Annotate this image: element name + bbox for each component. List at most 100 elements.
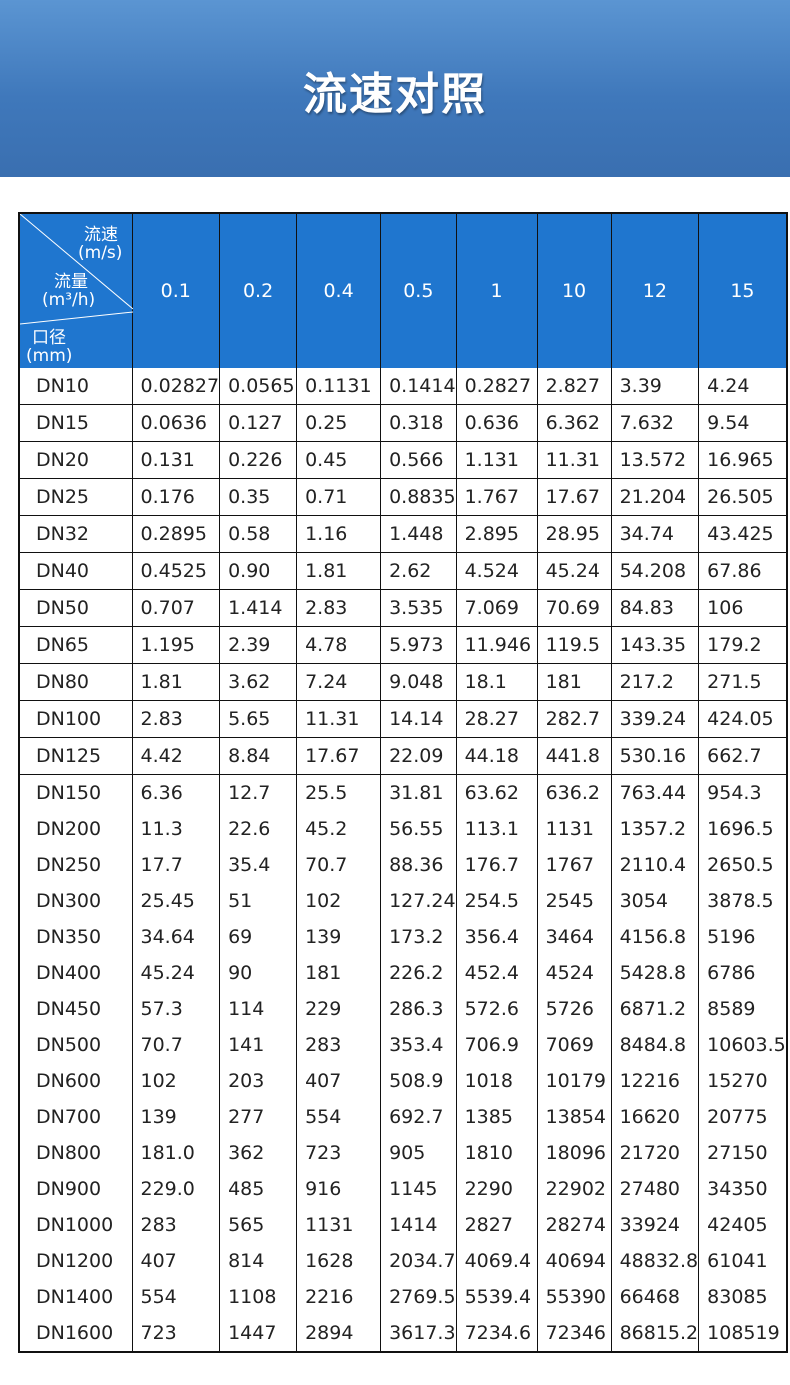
flow-cell: 5726 xyxy=(536,991,612,1027)
flow-cell: 1131 xyxy=(536,811,612,847)
flow-cell: 16620 xyxy=(610,1099,699,1135)
flow-cell: 7.069 xyxy=(455,589,538,627)
flow-cell: 0.176 xyxy=(131,478,220,516)
flow-cell: 88.36 xyxy=(380,847,457,883)
flow-cell: 4524 xyxy=(536,955,612,991)
flow-cell: 12.7 xyxy=(219,774,297,811)
flow-cell: 90 xyxy=(219,955,297,991)
flow-cell: 25.5 xyxy=(296,774,381,811)
flow-cell: 4.524 xyxy=(455,552,538,590)
flow-cell: 271.5 xyxy=(698,663,787,701)
flow-cell: 572.6 xyxy=(455,991,538,1027)
flow-cell: 565 xyxy=(219,1207,297,1243)
flow-velocity-table: 流速 (m/s) 流量 (m³/h) 口径 (mm) 0.1 0.2 0.4 0.5 1… xyxy=(18,212,788,1353)
flow-cell: 286.3 xyxy=(380,991,457,1027)
flow-cell: 1357.2 xyxy=(610,811,699,847)
flow-cell: 0.71 xyxy=(296,478,381,516)
flow-cell: 7234.6 xyxy=(455,1315,538,1352)
diameter-cell: DN25 xyxy=(19,478,132,516)
flow-cell: 6871.2 xyxy=(610,991,699,1027)
table-row: DN20 0.131 0.226 0.45 0.566 1.131 11.31 13.572 1… xyxy=(19,441,787,479)
flow-cell: 28.27 xyxy=(455,700,538,738)
flow-cell: 84.83 xyxy=(610,589,699,627)
flow-cell: 2545 xyxy=(536,883,612,919)
flow-cell: 0.127 xyxy=(219,404,297,442)
flow-cell: 2827 xyxy=(455,1207,538,1243)
flow-cell: 45.24 xyxy=(131,955,220,991)
flow-cell: 3878.5 xyxy=(698,883,787,919)
diameter-unit: (mm) xyxy=(26,346,73,366)
flow-cell: 69 xyxy=(219,919,297,955)
flow-cell: 127.24 xyxy=(380,883,457,919)
flow-cell: 0.566 xyxy=(380,441,457,479)
flow-cell: 10603.5 xyxy=(698,1027,787,1063)
table-row: DN900 229.0 485 916 1145 2290 22902 27480 34350 xyxy=(19,1171,787,1207)
flow-cell: 63.62 xyxy=(455,774,538,811)
table-row: DN1400 554 1108 2216 2769.5 5539.4 55390 66468 8… xyxy=(19,1279,787,1315)
flow-cell: 14.14 xyxy=(380,700,457,738)
flow-cell: 1447 xyxy=(219,1315,297,1352)
flow-cell: 0.2827 xyxy=(455,368,538,405)
flow-cell: 3054 xyxy=(610,883,699,919)
table-row: DN200 11.3 22.6 45.2 56.55 113.1 1131 1357.2 169… xyxy=(19,811,787,847)
diameter-label: 口径 xyxy=(32,328,66,348)
column-header-velocity: 12 xyxy=(610,213,699,368)
flow-cell: 3.62 xyxy=(219,663,297,701)
flow-cell: 530.16 xyxy=(610,737,699,775)
flow-cell: 2650.5 xyxy=(698,847,787,883)
flow-cell: 1018 xyxy=(455,1063,538,1099)
flow-cell: 8484.8 xyxy=(610,1027,699,1063)
table-row: DN800 181.0 362 723 905 1810 18096 21720 27150 xyxy=(19,1135,787,1171)
flow-cell: 229.0 xyxy=(131,1171,220,1207)
flow-cell: 2.62 xyxy=(380,552,457,590)
flow-cell: 226.2 xyxy=(380,955,457,991)
flow-cell: 4.42 xyxy=(131,737,220,775)
diameter-cell: DN10 xyxy=(19,368,132,405)
flow-cell: 0.1414 xyxy=(380,368,457,405)
flow-cell: 662.7 xyxy=(698,737,787,775)
flow-cell: 905 xyxy=(380,1135,457,1171)
diameter-cell: DN500 xyxy=(36,1034,102,1056)
diameter-cell: DN250 xyxy=(36,854,102,876)
flow-cell: 11.31 xyxy=(536,441,612,479)
flow-cell: 27480 xyxy=(610,1171,699,1207)
flow-cell: 0.2895 xyxy=(131,515,220,553)
flow-cell: 21.204 xyxy=(610,478,699,516)
diameter-cell: DN20 xyxy=(19,441,132,479)
flow-cell: 0.0636 xyxy=(131,404,220,442)
flow-cell: 0.636 xyxy=(455,404,538,442)
flow-cell: 2216 xyxy=(296,1279,381,1315)
flow-cell: 40694 xyxy=(536,1243,612,1279)
table-row: DN250 17.7 35.4 70.7 88.36 176.7 1767 2110.4 265… xyxy=(19,847,787,883)
flow-cell: 45.24 xyxy=(536,552,612,590)
flow-cell: 254.5 xyxy=(455,883,538,919)
flow-cell: 18.1 xyxy=(455,663,538,701)
flow-cell: 2.39 xyxy=(219,626,297,664)
flow-cell: 83085 xyxy=(698,1279,787,1315)
flow-cell: 362 xyxy=(219,1135,297,1171)
flow-cell: 22.09 xyxy=(380,737,457,775)
flow-cell: 34.74 xyxy=(610,515,699,553)
flow-cell: 2290 xyxy=(455,1171,538,1207)
flow-cell: 5.973 xyxy=(380,626,457,664)
table-row: DN15 0.0636 0.127 0.25 0.318 0.636 6.362 7.632 9… xyxy=(19,404,787,442)
flow-cell: 0.131 xyxy=(131,441,220,479)
flow-cell: 7.632 xyxy=(610,404,699,442)
flow-cell: 16.965 xyxy=(698,441,787,479)
flow-cell: 141 xyxy=(219,1027,297,1063)
flow-cell: 17.67 xyxy=(536,478,612,516)
flow-cell: 1385 xyxy=(455,1099,538,1135)
table-row: DN700 139 277 554 692.7 1385 13854 16620 20775 xyxy=(19,1099,787,1135)
flow-cell: 45.2 xyxy=(296,811,381,847)
corner-header: 流速 (m/s) 流量 (m³/h) 口径 (mm) xyxy=(19,213,133,368)
flow-cell: 282.7 xyxy=(536,700,612,738)
diameter-cell: DN300 xyxy=(36,890,102,912)
flow-cell: 723 xyxy=(131,1315,220,1352)
velocity-label: 流速 xyxy=(84,225,118,245)
flow-cell: 723 xyxy=(296,1135,381,1171)
flow-cell: 2.83 xyxy=(131,700,220,738)
table-row: DN1600 723 1447 2894 3617.3 7234.6 72346 86815.… xyxy=(19,1315,787,1352)
flow-cell: 27150 xyxy=(698,1135,787,1171)
flow-cell: 113.1 xyxy=(455,811,538,847)
diameter-cell: DN350 xyxy=(36,926,102,948)
